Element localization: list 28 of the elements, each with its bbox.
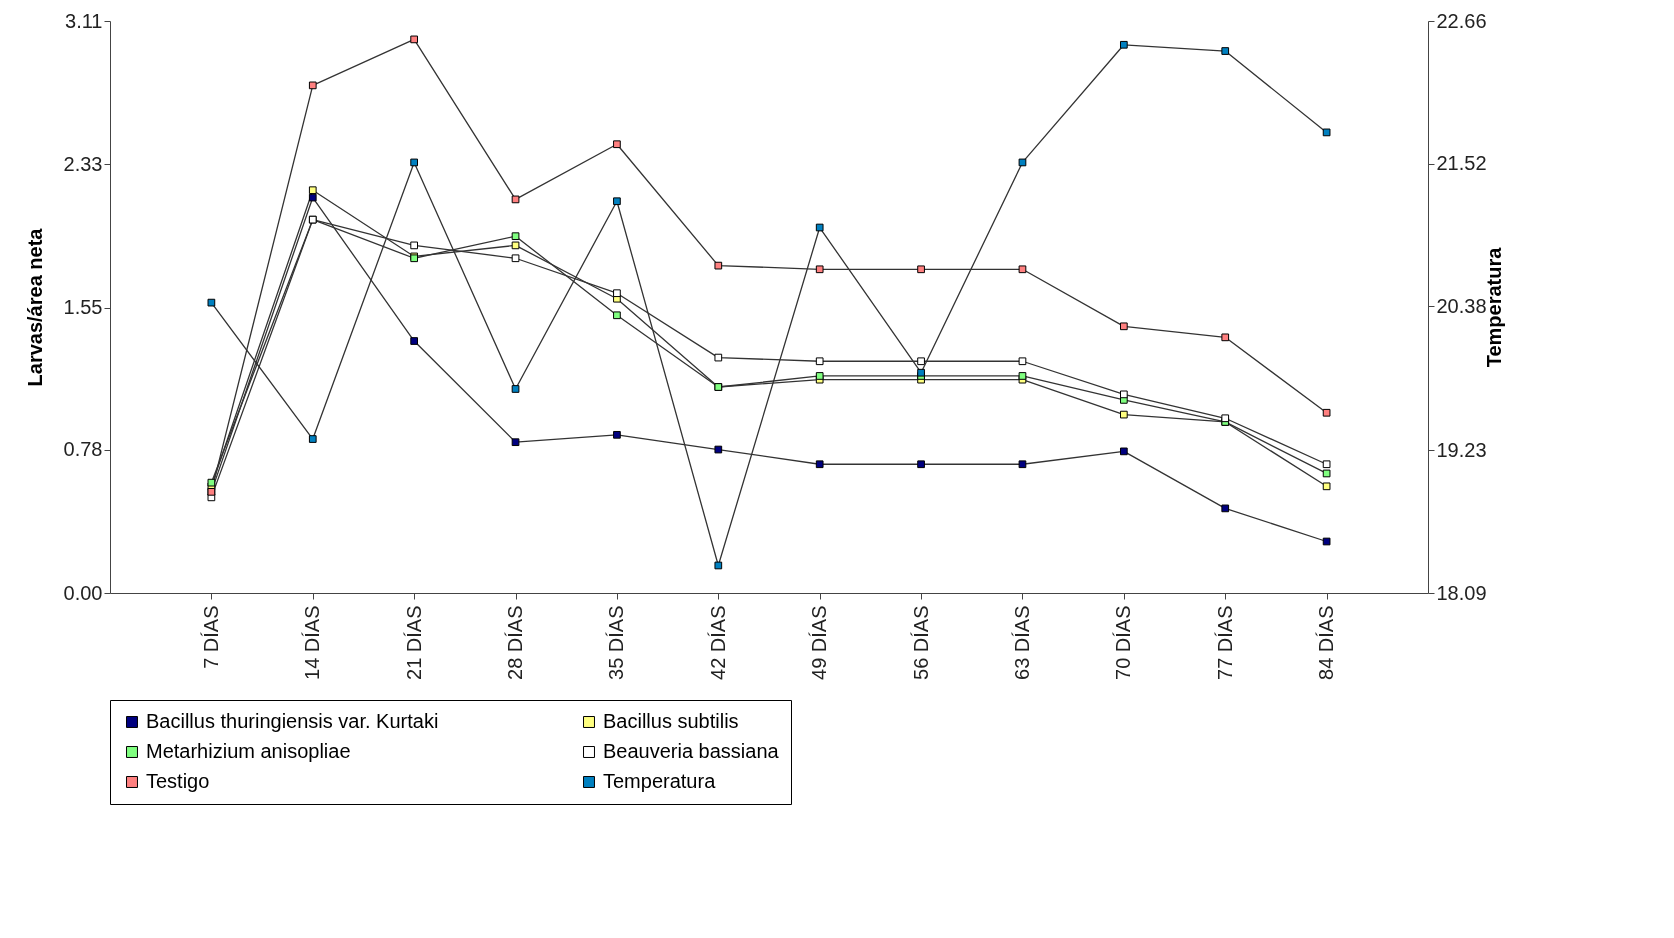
legend-label: Bacillus subtilis xyxy=(603,710,739,732)
y2-tick-label: 22.66 xyxy=(1436,9,1487,32)
x-tick-label: 35 DÍAS xyxy=(605,605,628,680)
legend-label: Temperatura xyxy=(603,770,717,792)
x-tick-label: 56 DÍAS xyxy=(909,605,932,680)
legend-label: Metarhizium anisopliae xyxy=(146,740,351,762)
legend-label: Bacillus thuringiensis var. Kurtaki xyxy=(146,710,439,732)
legend-label: Testigo xyxy=(146,770,210,792)
x-tick-label: 63 DÍAS xyxy=(1010,605,1033,680)
legend-label: Beauveria bassiana xyxy=(603,740,780,762)
y-tick-label: 0.78 xyxy=(63,438,103,461)
y-tick-label: 0.00 xyxy=(63,581,103,604)
y2-tick-label: 21.52 xyxy=(1436,152,1487,175)
x-tick-label: 70 DÍAS xyxy=(1112,605,1135,680)
x-tick-label: 49 DÍAS xyxy=(808,605,831,680)
y2-tick-label: 19.23 xyxy=(1436,438,1487,461)
y-axis-title: Larvas/área neta xyxy=(23,227,46,387)
x-tick-label: 21 DÍAS xyxy=(402,605,425,680)
x-tick-label: 77 DÍAS xyxy=(1213,605,1236,680)
y-tick-label: 3.11 xyxy=(65,9,103,32)
y-tick-label: 2.33 xyxy=(63,152,103,175)
x-tick-label: 7 DÍAS xyxy=(199,605,222,669)
y-tick-label: 1.55 xyxy=(63,296,103,319)
x-tick-label: 14 DÍAS xyxy=(301,605,324,680)
x-tick-label: 84 DÍAS xyxy=(1315,605,1338,680)
x-tick-label: 28 DÍAS xyxy=(504,605,527,680)
y2-tick-label: 18.09 xyxy=(1436,581,1487,604)
x-tick-label: 42 DÍAS xyxy=(706,605,729,680)
